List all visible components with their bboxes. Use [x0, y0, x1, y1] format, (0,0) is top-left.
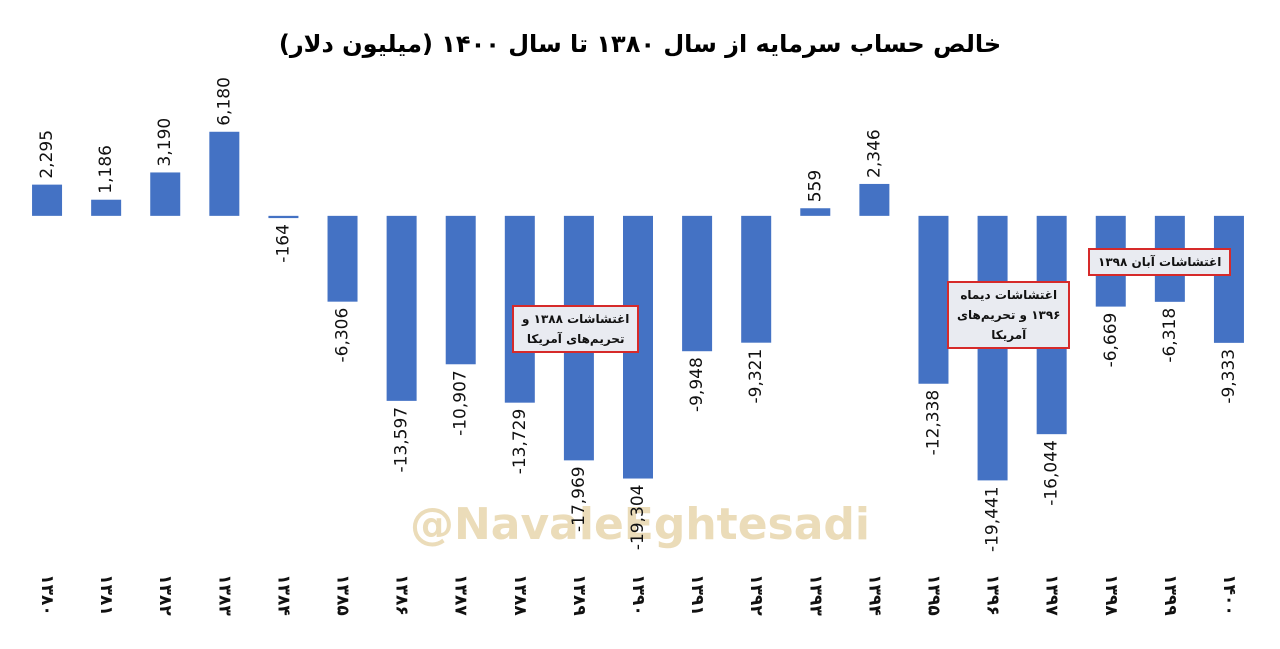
chart-title: خالص حساب سرمایه از سال ۱۳۸۰ تا سال ۱۴۰۰…	[279, 30, 1001, 58]
annotation-line: اغتشاشات ۱۳۸۸ و	[522, 312, 630, 326]
x-tick-label: ۱۳۸۲	[155, 574, 175, 616]
value-label: -17,969	[569, 466, 589, 532]
value-label: -6,306	[333, 308, 353, 363]
value-label: -9,333	[1219, 349, 1239, 404]
annotation-line: اغتشاشات آبان ۱۳۹۸	[1098, 255, 1222, 269]
x-tick-label: ۱۳۸۸	[510, 574, 530, 616]
x-tick-label: ۱۳۹۵	[923, 574, 943, 616]
x-tick-label: ۱۳۹۷	[1042, 574, 1062, 616]
annotation: اغتشاشات آبان ۱۳۹۸	[1088, 248, 1232, 276]
annotation-line: آمریکا	[991, 328, 1027, 342]
bar	[32, 184, 63, 216]
value-label: -19,441	[983, 486, 1003, 552]
bar	[327, 215, 358, 302]
value-label: 1,186	[96, 145, 116, 194]
bar	[1213, 215, 1244, 343]
value-label: -12,338	[923, 390, 943, 456]
value-label: -164	[273, 224, 293, 263]
value-label: -19,304	[628, 485, 648, 551]
value-label: 2,295	[37, 130, 57, 179]
watermark: @NavaleEghtesadi	[410, 499, 870, 550]
x-tick-label: ۱۳۸۴	[273, 574, 293, 616]
value-label: 559	[805, 170, 825, 202]
x-tick-label: ۱۳۹۴	[864, 574, 884, 616]
x-tick-label: ۱۳۹۲	[746, 574, 766, 616]
x-tick-label: ۱۳۸۵	[333, 574, 353, 616]
x-tick-label: ۱۳۸۹	[569, 574, 589, 616]
value-label: 2,346	[864, 129, 884, 178]
x-tick-label: ۱۳۹۱	[687, 574, 707, 616]
x-tick-label: ۱۳۹۳	[805, 574, 825, 616]
x-tick-label: ۱۳۸۰	[37, 574, 57, 616]
value-label: 6,180	[214, 77, 234, 126]
value-label: -16,044	[1042, 440, 1062, 506]
bar	[741, 215, 772, 343]
value-label: -13,729	[510, 409, 530, 475]
x-tick-label: ۱۳۹۹	[1160, 574, 1180, 616]
bar	[918, 215, 949, 384]
bar	[859, 183, 890, 216]
value-label: -10,907	[451, 370, 471, 436]
x-tick-label: ۱۳۸۳	[214, 574, 234, 616]
x-tick-label: ۱۳۸۷	[451, 574, 471, 616]
x-tick-label: ۱۳۹۰	[628, 574, 648, 616]
annotation-line: تحریم‌های آمریکا	[526, 332, 625, 346]
bar	[150, 172, 181, 216]
bar	[682, 215, 713, 352]
x-tick-label: ۱۳۹۶	[983, 574, 1003, 616]
bar	[386, 215, 417, 401]
value-label: -9,321	[746, 349, 766, 404]
annotation: اغتشاشات دیماه ۱۳۹۶ و تحریم‌های آمریکا	[947, 281, 1071, 349]
bar	[800, 208, 831, 216]
x-tick-label: ۱۳۸۱	[96, 574, 116, 616]
value-label: -6,669	[1101, 313, 1121, 368]
bar	[209, 131, 240, 216]
bar	[445, 215, 476, 365]
value-label: 3,190	[155, 118, 175, 167]
x-tick-label: ۱۴۰۰	[1219, 574, 1239, 616]
value-label: -9,948	[687, 357, 707, 412]
value-label: -6,318	[1160, 308, 1180, 363]
value-label: -13,597	[392, 407, 412, 473]
annotation-line: ۱۳۹۶ و تحریم‌های	[957, 308, 1061, 322]
bar	[268, 215, 299, 219]
annotation: اغتشاشات ۱۳۸۸ و تحریم‌های آمریکا	[512, 305, 640, 353]
x-tick-label: ۱۳۹۸	[1101, 574, 1121, 616]
annotation-line: اغتشاشات دیماه	[960, 288, 1058, 302]
x-tick-label: ۱۳۸۶	[392, 574, 412, 616]
bar	[91, 199, 122, 216]
